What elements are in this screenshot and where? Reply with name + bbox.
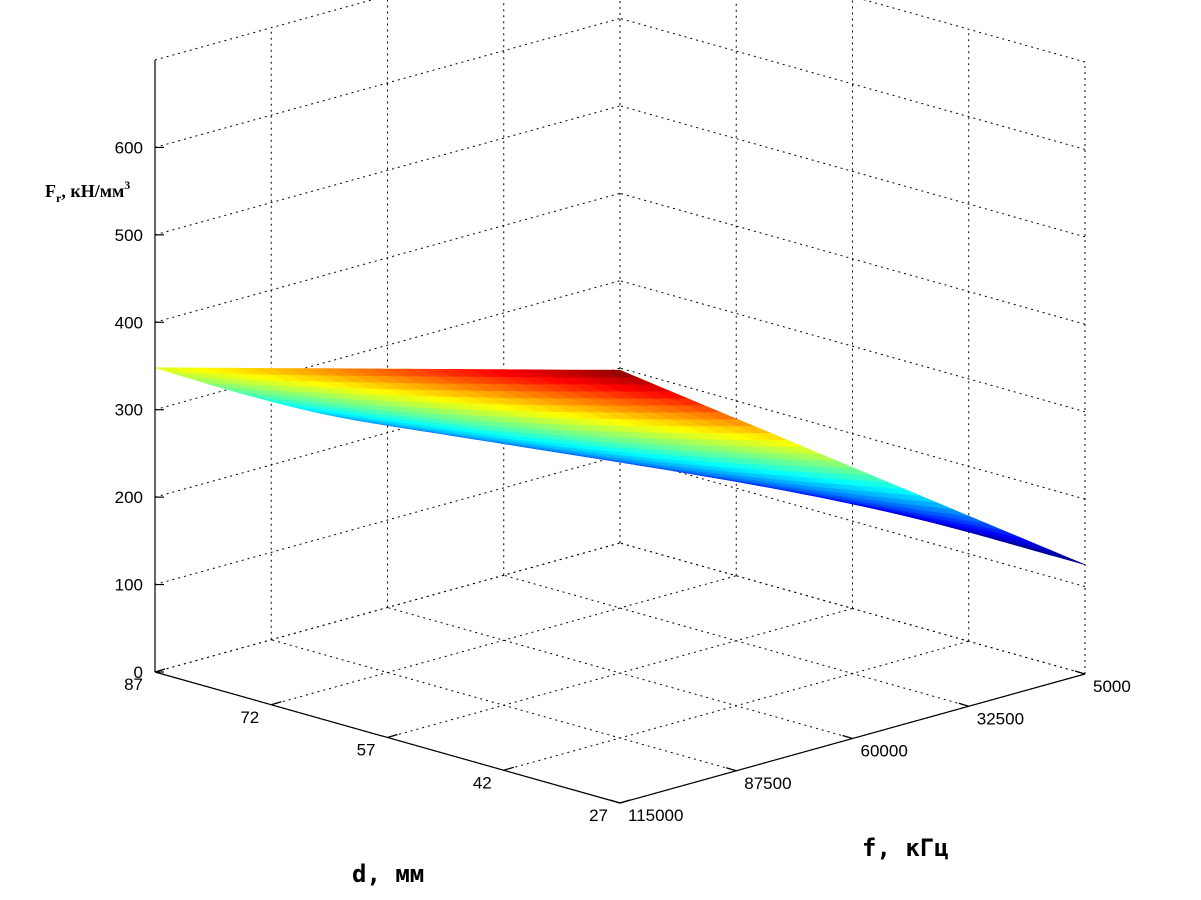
z-tick-label: 400: [115, 313, 143, 332]
surface-layer: [154, 367, 1086, 565]
wall-gridline: [154, 542, 621, 673]
wall-gridline: [619, 17, 1086, 150]
x-tick-mark: [1074, 670, 1086, 675]
wall-gridline: [619, 367, 1086, 500]
wall-gridline: [619, 280, 1086, 413]
wall-gridline: [619, 192, 1086, 325]
surface-patch: [1051, 553, 1086, 565]
y-tick-label: 72: [240, 708, 259, 727]
y-tick-mark: [503, 766, 514, 771]
floor-gridline: [387, 608, 853, 738]
floor-gridline: [503, 640, 969, 771]
x-tick-label: 115000: [628, 806, 683, 825]
y-tick-mark: [619, 799, 631, 804]
y-tick-label: 57: [357, 741, 376, 760]
x-tick-label: 32500: [977, 709, 1024, 728]
x-tick-mark: [958, 702, 969, 707]
wall-gridline: [154, 105, 621, 236]
y-tick-mark: [271, 701, 282, 706]
x-tick-mark: [842, 734, 853, 740]
z-tick-label: 300: [115, 401, 143, 420]
floor-gridline: [271, 575, 737, 706]
z-tick-label: 100: [115, 576, 143, 595]
z-tick-label: 500: [115, 226, 143, 245]
surface-patch: [603, 369, 637, 378]
wall-gridline: [154, 280, 621, 411]
tick-layer: 5000 32500 60000 87500 115000 87 72 57 42 27 0 100 2…: [115, 138, 1131, 825]
y-tick-label: 27: [589, 806, 608, 825]
wall-gridline: [154, 455, 621, 586]
y-tick-mark: [387, 733, 398, 739]
wall-gridline: [154, 192, 621, 323]
x-tick-mark: [609, 799, 621, 804]
wall-gridline: [619, 455, 1086, 588]
x-tick-label: 5000: [1093, 677, 1131, 696]
wall-gridline: [619, 105, 1086, 238]
y-axis-label: d, мм: [352, 860, 424, 888]
z-tick-label: 200: [115, 488, 143, 507]
y-tick-label: 42: [473, 773, 492, 792]
x-axis-label: f, кГц: [862, 834, 949, 862]
x-tick-label: 60000: [861, 742, 908, 761]
z-axis-label: Fr, кН/мм3: [45, 178, 130, 205]
z-tick-label: 600: [115, 138, 143, 157]
wall-gridline: [154, 17, 621, 148]
x-tick-label: 87500: [744, 774, 791, 793]
y-tick-label: 87: [124, 675, 143, 694]
x-tick-mark: [726, 767, 737, 772]
axis-layer: [154, 60, 1086, 804]
z-tick-label: 0: [134, 663, 143, 682]
grid-layer: [154, 0, 1086, 804]
wall-gridline: [619, 542, 1086, 675]
